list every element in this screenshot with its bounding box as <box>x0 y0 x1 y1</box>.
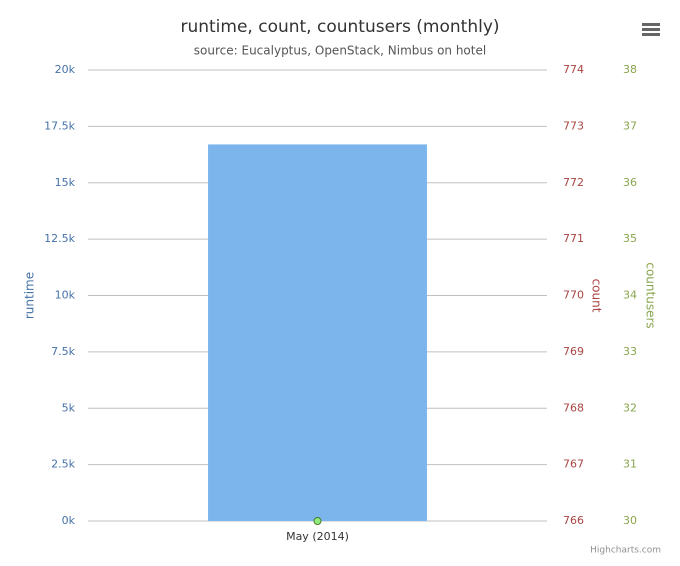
tick-label: 5k <box>62 401 76 414</box>
tick-label: 17.5k <box>44 119 75 132</box>
tick-label: 30 <box>623 514 637 527</box>
menu-line <box>642 28 660 31</box>
axis-title: runtime <box>23 272 37 319</box>
chart-subtitle: source: Eucalyptus, OpenStack, Nimbus on… <box>194 44 486 58</box>
tick-label: 766 <box>563 514 584 527</box>
tick-label: 12.5k <box>44 232 75 245</box>
tick-label: 2.5k <box>51 458 75 471</box>
tick-label: 32 <box>623 401 637 414</box>
chart-title: runtime, count, countusers (monthly) <box>180 17 499 37</box>
tick-label: 774 <box>563 63 584 76</box>
tick-label: 773 <box>563 119 584 132</box>
tick-label: 37 <box>623 119 637 132</box>
x-tick-label: May (2014) <box>286 530 349 543</box>
tick-label: 0k <box>62 514 76 527</box>
credits[interactable]: Highcharts.com <box>590 546 661 556</box>
tick-label: 772 <box>563 176 584 189</box>
tick-label: 38 <box>623 63 637 76</box>
tick-label: 31 <box>623 458 637 471</box>
tick-label: 36 <box>623 176 637 189</box>
menu-button[interactable] <box>640 20 662 40</box>
tick-label: 769 <box>563 345 584 358</box>
tick-label: 15k <box>55 176 76 189</box>
tick-label: 771 <box>563 232 584 245</box>
tick-label: 20k <box>55 63 76 76</box>
tick-label: 7.5k <box>51 345 75 358</box>
tick-label: 768 <box>563 401 584 414</box>
bar <box>208 144 427 522</box>
tick-label: 770 <box>563 289 584 302</box>
menu-line <box>642 33 660 36</box>
tick-label: 33 <box>623 345 637 358</box>
tick-label: 34 <box>623 289 637 302</box>
tick-label: 10k <box>55 289 76 302</box>
menu-line <box>642 23 660 26</box>
point <box>313 517 322 525</box>
tick-label: 767 <box>563 458 584 471</box>
tick-label: 35 <box>623 232 637 245</box>
axis-title: countusers <box>644 262 658 328</box>
axis-title: count <box>590 279 604 313</box>
